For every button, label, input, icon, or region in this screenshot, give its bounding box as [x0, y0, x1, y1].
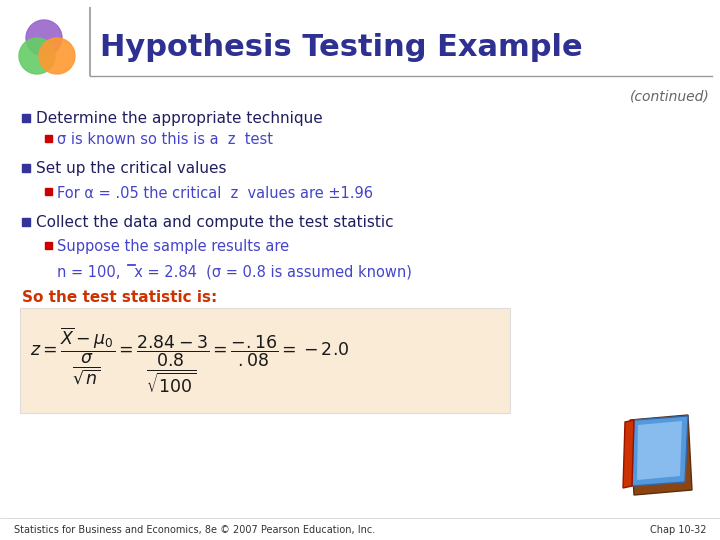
- Text: So the test statistic is:: So the test statistic is:: [22, 291, 217, 306]
- Bar: [45, 188, 52, 195]
- Polygon shape: [623, 420, 634, 488]
- Bar: [45, 242, 52, 249]
- Polygon shape: [632, 416, 688, 486]
- Text: σ is known so this is a  z  test: σ is known so this is a z test: [57, 132, 273, 147]
- Text: Hypothesis Testing Example: Hypothesis Testing Example: [100, 32, 582, 62]
- Text: Statistics for Business and Economics, 8e © 2007 Pearson Education, Inc.: Statistics for Business and Economics, 8…: [14, 525, 375, 535]
- Text: n = 100,   x = 2.84  (σ = 0.8 is assumed known): n = 100, x = 2.84 (σ = 0.8 is assumed kn…: [57, 265, 412, 280]
- Text: Set up the critical values: Set up the critical values: [36, 160, 227, 176]
- Circle shape: [19, 38, 55, 74]
- Polygon shape: [637, 421, 682, 480]
- Text: Chap 10-32: Chap 10-32: [649, 525, 706, 535]
- FancyBboxPatch shape: [20, 308, 510, 413]
- Text: Determine the appropriate technique: Determine the appropriate technique: [36, 111, 323, 125]
- Circle shape: [39, 38, 75, 74]
- Circle shape: [26, 20, 62, 56]
- Bar: [45, 135, 52, 142]
- Bar: [22, 218, 30, 226]
- Text: Suppose the sample results are: Suppose the sample results are: [57, 240, 289, 254]
- Text: (continued): (continued): [630, 90, 710, 104]
- Text: $z = \dfrac{\overline{X} - \mu_0}{\dfrac{\sigma}{\sqrt{n}}} = \dfrac{2.84 - 3}{\: $z = \dfrac{\overline{X} - \mu_0}{\dfrac…: [30, 326, 349, 395]
- Polygon shape: [630, 415, 692, 495]
- Text: Collect the data and compute the test statistic: Collect the data and compute the test st…: [36, 214, 394, 230]
- Bar: [22, 164, 30, 172]
- Bar: [22, 114, 30, 122]
- Text: For α = .05 the critical  z  values are ±1.96: For α = .05 the critical z values are ±1…: [57, 186, 373, 200]
